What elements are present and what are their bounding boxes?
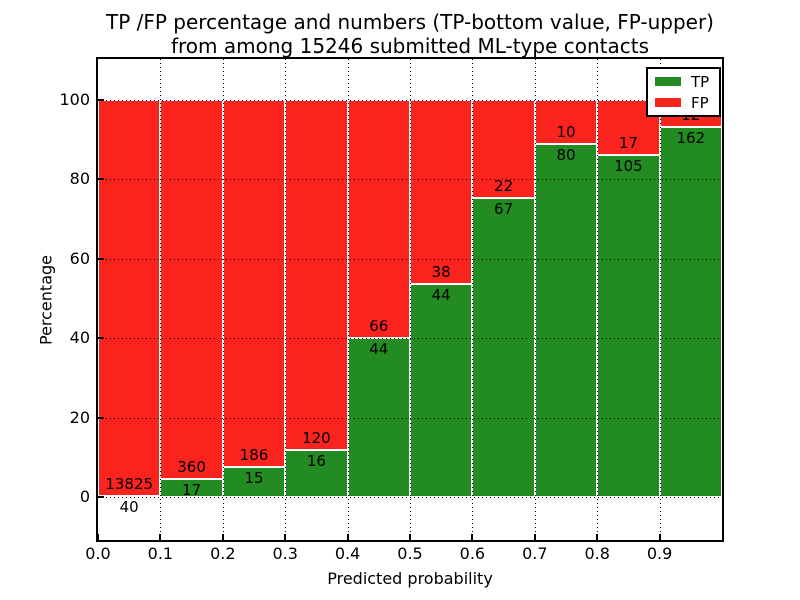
fp-count-label-0.7-0.8: 10: [556, 123, 576, 142]
tp-count-label-0.8-0.9: 105: [614, 157, 643, 176]
x-tick-mark: [284, 534, 287, 540]
y-tick-label-0: 0: [79, 487, 90, 506]
x-tick-mark: [409, 534, 411, 540]
bar-segment-fp-0.3-0.4: [285, 100, 348, 451]
x-tick-label-0.0: 0.0: [85, 544, 111, 563]
x-tick-label-0.3: 0.3: [272, 544, 298, 563]
tp-count-label-0.0-0.1: 40: [119, 497, 139, 516]
tp-count-label-0.1-0.2: 17: [182, 481, 202, 500]
bar-segment-tp-0.7-0.8: [534, 144, 598, 497]
y-tick-mark: [98, 337, 104, 340]
x-tick-mark: [533, 534, 536, 540]
fp-count-label-0.0-0.1: 13825: [105, 474, 154, 493]
vertical-gridline: [160, 59, 162, 540]
y-tick-mark: [98, 496, 104, 498]
x-tick-mark: [471, 534, 474, 540]
x-tick-label-0.2: 0.2: [210, 544, 236, 563]
horizontal-gridline: [98, 258, 722, 260]
y-tick-label-100: 100: [59, 90, 90, 109]
x-axis-title: Predicted probability: [327, 569, 493, 588]
bar-segment-fp-0.5-0.6: [410, 100, 473, 284]
x-tick-mark: [346, 534, 349, 540]
tp-count-label-0.4-0.5: 44: [369, 340, 389, 359]
tp-count-label-0.5-0.6: 44: [431, 285, 451, 304]
y-tick-mark: [98, 416, 104, 419]
legend-item-fp: FP: [655, 95, 719, 111]
fp-count-label-0.4-0.5: 66: [369, 317, 389, 336]
tp-count-label-0.3-0.4: 16: [306, 452, 326, 471]
x-tick-label-0.5: 0.5: [397, 544, 423, 563]
vertical-gridline: [534, 59, 536, 540]
x-tick-mark: [596, 534, 599, 540]
chart-title-line2: from among 15246 submitted ML-type conta…: [170, 34, 650, 58]
fp-count-label-0.5-0.6: 38: [431, 262, 451, 281]
x-tick-mark: [658, 534, 661, 540]
fp-count-label-0.1-0.2: 360: [177, 458, 206, 477]
vertical-gridline: [472, 59, 474, 540]
bar-segment-tp-0.4-0.5: [347, 338, 410, 497]
chart-title: TP /FP percentage and numbers (TP-bottom…: [98, 10, 722, 58]
fp-count-label-0.6-0.7: 22: [494, 177, 514, 196]
x-tick-mark: [159, 534, 162, 540]
vertical-gridline: [285, 59, 287, 540]
x-tick-mark: [221, 534, 224, 540]
fp-count-label-0.2-0.3: 186: [239, 446, 269, 465]
vertical-gridline: [410, 59, 411, 540]
bar-segment-fp-0.4-0.5: [347, 100, 410, 339]
bar-segment-fp-0.2-0.3: [222, 100, 286, 468]
legend-item-tp: TP: [655, 74, 719, 90]
fp-swatch-icon: [655, 98, 681, 107]
y-tick-label-60: 60: [69, 248, 90, 268]
bar-segment-tp-0.8-0.9: [597, 155, 660, 497]
horizontal-gridline: [98, 100, 722, 101]
x-tick-label-0.9: 0.9: [646, 544, 673, 563]
legend-label-fp: FP: [691, 93, 709, 112]
bar-segment-fp-0.0-0.1: [98, 100, 161, 496]
legend: TP FP: [646, 67, 721, 117]
legend-label-tp: TP: [691, 72, 710, 91]
bar-segment-tp-0.3-0.4: [285, 450, 348, 497]
horizontal-gridline: [98, 497, 722, 498]
fp-count-label-0.8-0.9: 17: [618, 134, 638, 153]
tp-count-label-0.9-1.0: 162: [676, 129, 706, 148]
chart-title-line1: TP /FP percentage and numbers (TP-bottom…: [106, 10, 714, 34]
x-tick-mark: [97, 534, 99, 540]
x-tick-label-0.7: 0.7: [522, 544, 548, 563]
vertical-gridline: [597, 59, 599, 540]
horizontal-gridline: [98, 338, 722, 340]
tp-count-label-0.6-0.7: 67: [494, 200, 514, 219]
x-tick-label-0.6: 0.6: [459, 544, 486, 563]
vertical-gridline: [659, 59, 661, 540]
y-tick-mark: [98, 99, 104, 101]
fp-count-label-0.3-0.4: 120: [302, 429, 331, 448]
vertical-gridline: [347, 59, 349, 540]
y-tick-mark: [98, 178, 104, 181]
horizontal-gridline: [98, 417, 722, 419]
y-tick-label-40: 40: [69, 328, 90, 348]
vertical-gridline: [222, 59, 224, 540]
horizontal-gridline: [98, 179, 722, 181]
bar-segment-tp-0.9-1.0: [659, 127, 722, 497]
x-tick-label-0.1: 0.1: [147, 544, 174, 563]
bar-segment-tp-0.2-0.3: [222, 467, 286, 497]
bar-segment-fp-0.7-0.8: [534, 100, 598, 145]
y-tick-mark: [98, 257, 104, 260]
tp-count-label-0.7-0.8: 80: [556, 146, 576, 165]
bar-segment-tp-0.5-0.6: [410, 283, 473, 497]
x-tick-label-0.4: 0.4: [334, 544, 361, 563]
y-tick-label-80: 80: [69, 169, 90, 189]
x-tick-label-0.8: 0.8: [584, 544, 610, 563]
bar-segment-tp-0.6-0.7: [472, 198, 535, 497]
tp-swatch-icon: [655, 77, 681, 86]
bar-segment-fp-0.1-0.2: [160, 100, 223, 480]
y-tick-label-20: 20: [69, 407, 90, 427]
tp-count-label-0.2-0.3: 15: [244, 469, 264, 488]
plot-area: TP FP 13825 40 360 17 186 15 120 16 66 44 38 44 22 67…: [96, 57, 724, 542]
